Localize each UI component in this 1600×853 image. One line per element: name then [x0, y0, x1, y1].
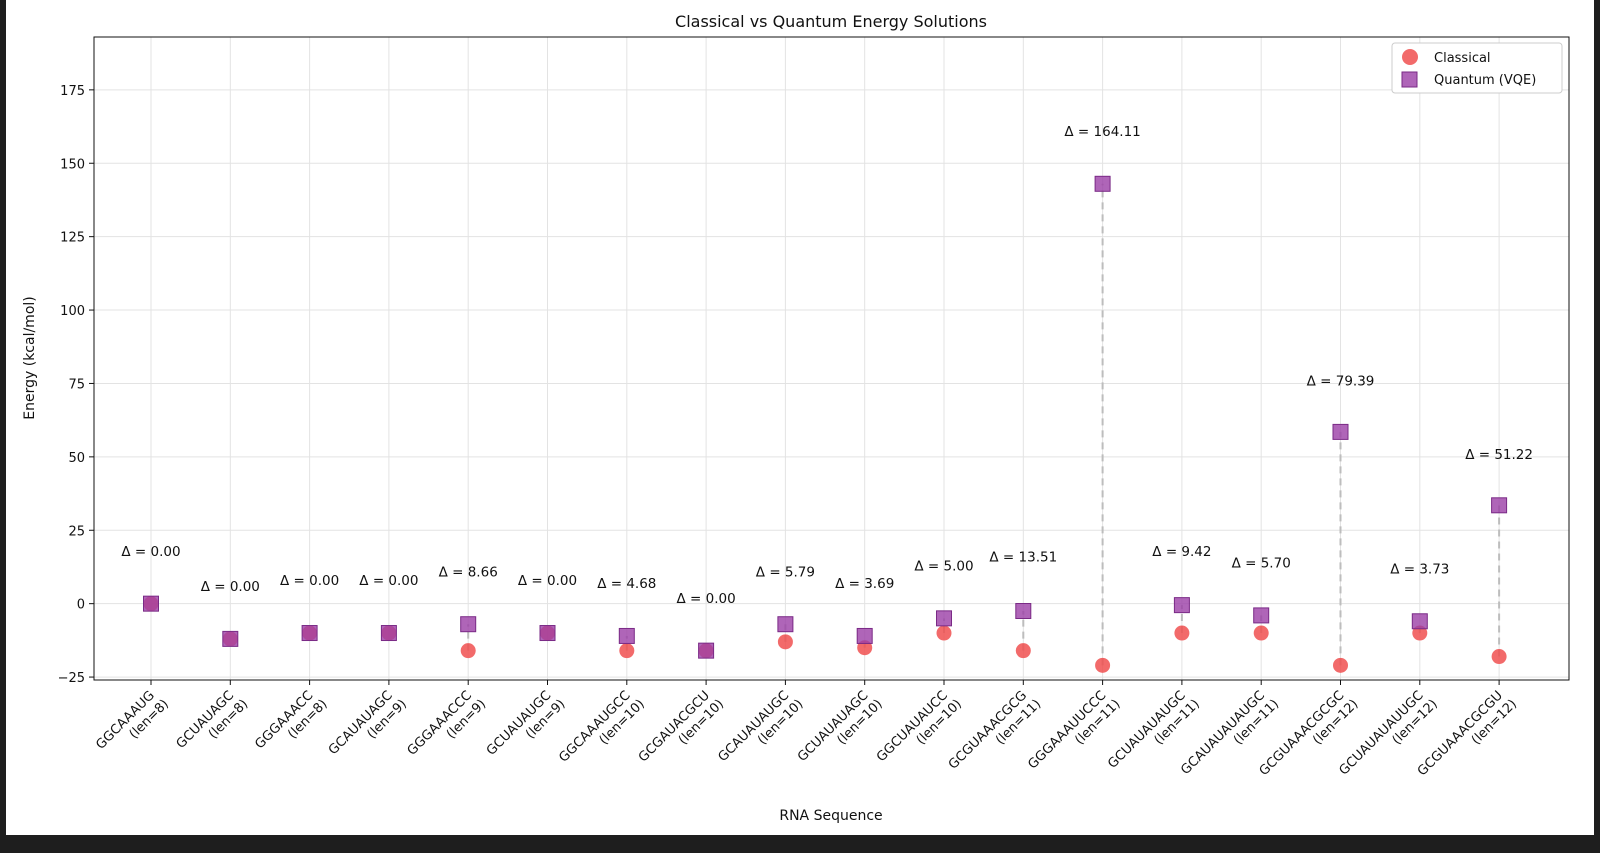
delta-label: Δ = 3.73: [1390, 561, 1449, 577]
legend: Classical Quantum (VQE): [1391, 42, 1563, 94]
energy-chart: Δ = 0.00 Δ = 0.00 Δ = 0.00 Δ = 0.00 Δ = 8.66…: [22, 12, 1570, 824]
y-tick-label: 100: [60, 304, 85, 319]
legend-quantum-label: Quantum (VQE): [1434, 73, 1536, 88]
delta-label: Δ = 79.39: [1307, 374, 1375, 390]
quantum-points: [143, 175, 1508, 659]
quantum-point: [1015, 603, 1032, 620]
quantum-point: [1173, 597, 1190, 614]
quantum-point: [1332, 423, 1349, 440]
legend-quantum-marker: [1401, 71, 1418, 88]
classical-point: [936, 625, 952, 641]
legend-classical-marker: [1402, 49, 1418, 65]
quantum-point: [618, 627, 635, 644]
quantum-point: [1094, 175, 1111, 192]
x-tick-label: GCAUAUAUGC(len=10): [715, 685, 806, 776]
quantum-point: [1411, 613, 1428, 630]
y-tick-label: −25: [58, 671, 85, 686]
delta-label: Δ = 164.11: [1064, 124, 1140, 140]
y-tick-label: 50: [68, 451, 85, 466]
x-tick-label: GGCAAAUGCC(len=10): [556, 685, 647, 776]
chart-title: Classical vs Quantum Energy Solutions: [675, 12, 987, 31]
chart-frame: Δ = 0.00 Δ = 0.00 Δ = 0.00 Δ = 0.00 Δ = 8.66…: [6, 0, 1594, 835]
x-tick-label: GGCAAAUG(len=8): [93, 685, 172, 764]
delta-label: Δ = 13.51: [989, 550, 1057, 566]
classical-point: [1095, 657, 1111, 673]
legend-box: [1391, 42, 1563, 94]
x-tick-label: GGGAAACCC(len=9): [405, 685, 490, 770]
delta-label: Δ = 0.00: [201, 579, 260, 595]
delta-label: Δ = 5.70: [1232, 556, 1291, 572]
y-tick-label: 75: [68, 377, 85, 392]
delta-label: Δ = 4.68: [597, 576, 656, 592]
classical-point: [1174, 625, 1190, 641]
x-tick-label: GCUAUAUAGC(len=10): [795, 685, 886, 776]
y-tick-label: 125: [60, 231, 85, 246]
quantum-point: [222, 630, 239, 647]
x-axis-label: RNA Sequence: [779, 808, 882, 824]
delta-label: Δ = 9.42: [1152, 544, 1211, 560]
classical-points: [143, 596, 1507, 673]
quantum-point: [460, 616, 477, 633]
quantum-point: [856, 627, 873, 644]
delta-label: Δ = 3.69: [835, 576, 894, 592]
grid-layer: [94, 37, 1569, 680]
y-tick-label: 175: [60, 84, 85, 99]
classical-point: [1491, 649, 1507, 665]
classical-point: [1333, 657, 1348, 673]
quantum-point: [777, 616, 794, 633]
x-tick-label: GCGAUACGCU(len=10): [636, 685, 727, 776]
quantum-point: [539, 625, 556, 642]
legend-classical-label: Classical: [1434, 51, 1491, 66]
y-tick-label: 150: [60, 157, 85, 172]
plot-area-border: [93, 36, 1570, 681]
x-tick-label: GGGAAACC(len=8): [252, 685, 330, 763]
delta-label: Δ = 51.22: [1465, 447, 1533, 463]
delta-label: Δ = 5.79: [756, 564, 815, 580]
delta-label: Δ = 0.00: [280, 573, 339, 589]
quantum-point: [301, 625, 318, 642]
delta-label: Δ = 0.00: [121, 544, 180, 560]
y-tick-label: 25: [68, 524, 85, 539]
quantum-point: [936, 610, 952, 627]
x-tick-label: GCUAUAGC(len=8): [174, 685, 252, 763]
delta-label: Δ = 0.00: [676, 591, 735, 607]
classical-point: [1253, 625, 1269, 641]
delta-annotations: Δ = 0.00 Δ = 0.00 Δ = 0.00 Δ = 0.00 Δ = 8.66…: [121, 124, 1533, 607]
classical-point: [619, 643, 635, 659]
y-axis-ticks: −25 0 25 50 75 100 125 150 175: [58, 84, 94, 686]
classical-point: [777, 634, 793, 650]
quantum-point: [143, 595, 159, 612]
delta-label: Δ = 0.00: [359, 573, 418, 589]
x-tick-label: GGGAAAUUCCC(len=11): [1025, 685, 1123, 783]
x-tick-label: GCAUAUAGC(len=9): [326, 685, 410, 769]
classical-point: [1015, 643, 1031, 659]
x-tick-label: GCGUAAACGCG(len=11): [946, 685, 1044, 783]
y-tick-label: 0: [77, 598, 85, 613]
quantum-point: [698, 642, 715, 659]
x-axis-ticks: GGCAAAUG(len=8) GCUAUAGC(len=8) GGGAAACC(l…: [93, 680, 1520, 783]
x-tick-label: GCUAUAUGC(len=9): [484, 685, 569, 770]
y-axis-label: Energy (kcal/mol): [22, 296, 38, 419]
quantum-point: [380, 625, 397, 642]
quantum-point: [1491, 497, 1508, 514]
classical-point: [460, 643, 476, 659]
quantum-point: [1253, 607, 1270, 624]
delta-label: Δ = 5.00: [914, 558, 973, 574]
delta-label: Δ = 0.00: [518, 573, 577, 589]
delta-label: Δ = 8.66: [439, 564, 498, 580]
